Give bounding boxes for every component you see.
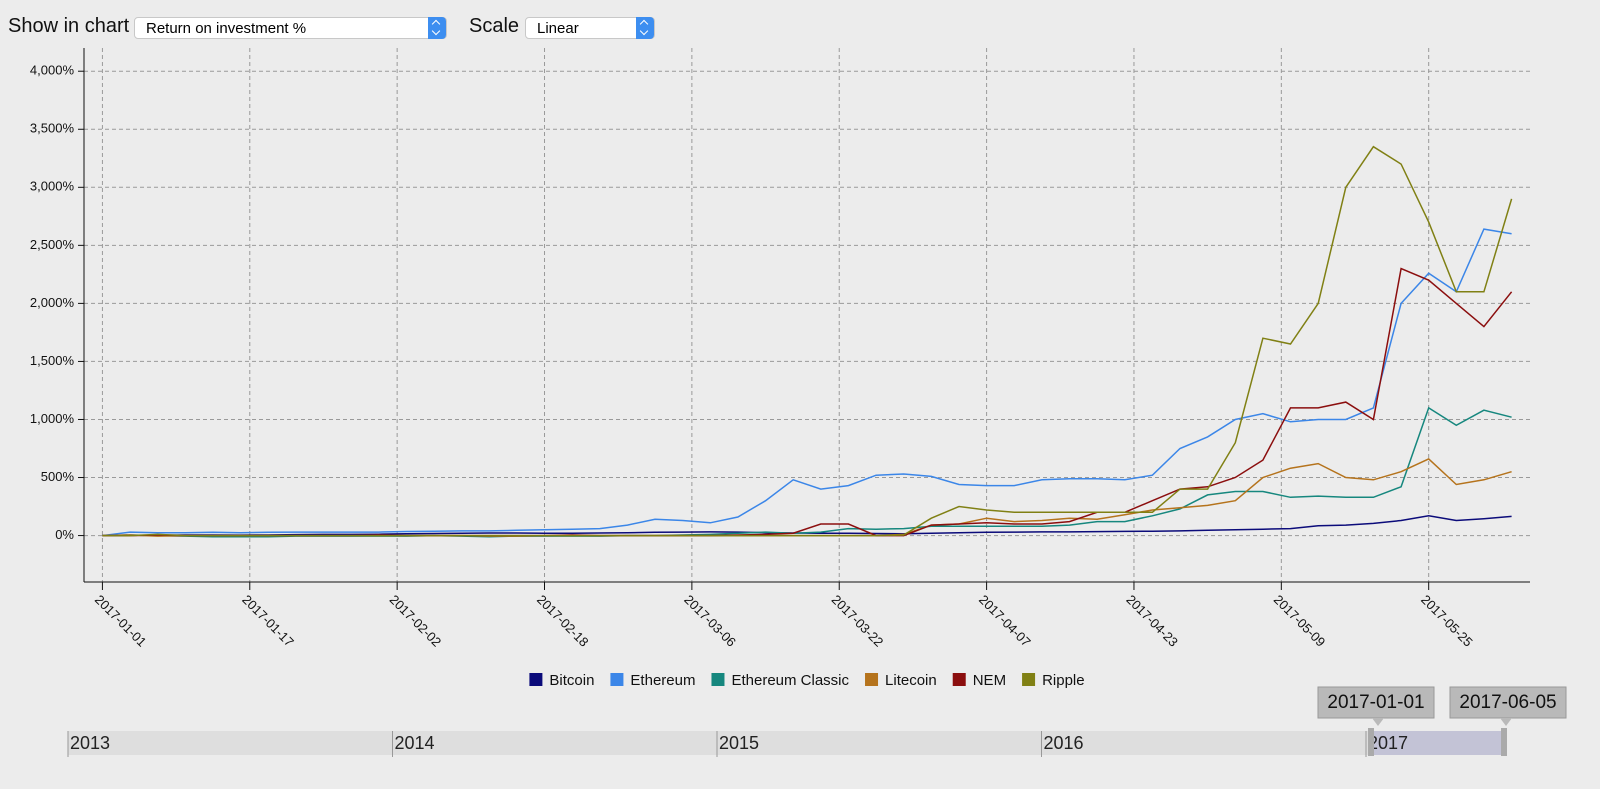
range-handle[interactable] [1368, 728, 1374, 756]
y-tick-label: 3,500% [30, 121, 75, 136]
x-tick-label: 2017-04-07 [976, 592, 1034, 650]
legend-label: Ethereum [630, 672, 695, 689]
range-date: 2017-06-05 [1459, 692, 1556, 713]
series-line [102, 267, 1513, 537]
range-date: 2017-01-01 [1327, 692, 1424, 713]
legend: Bitcoin Ethereum Ethereum Classic Litecoin N… [529, 672, 1085, 689]
series-line [102, 145, 1513, 537]
year-label: 2016 [1044, 733, 1084, 753]
legend-label: Bitcoin [549, 672, 594, 689]
range-selection[interactable] [1370, 731, 1505, 755]
y-tick-label: 4,000% [30, 63, 75, 78]
metric-value: Return on investment % [146, 20, 307, 37]
scale-value: Linear [537, 20, 579, 37]
y-tick-label: 0% [55, 527, 74, 542]
legend-swatch [529, 673, 543, 686]
y-tick-label: 3,000% [30, 179, 75, 194]
range-tooltip [1317, 686, 1435, 719]
y-tick-label: 1,500% [30, 353, 75, 368]
x-tick-label: 2017-02-02 [387, 592, 445, 650]
legend-swatch [952, 673, 966, 686]
legend-label: Ripple [1042, 672, 1085, 689]
legend-swatch [1022, 673, 1036, 686]
range-track [68, 731, 1505, 755]
legend-label: Litecoin [885, 672, 937, 689]
series-line [102, 228, 1512, 537]
year-label: 2015 [719, 733, 759, 753]
series-line [102, 406, 1512, 538]
select-arrow [636, 17, 654, 39]
legend-swatch [610, 673, 624, 686]
legend-swatch [865, 673, 879, 686]
y-tick-label: 1,000% [30, 411, 75, 426]
year-label: 2017 [1368, 733, 1408, 753]
y-tick-label: 2,500% [30, 237, 75, 252]
tooltip-pointer [1372, 718, 1384, 726]
y-tick-label: 2,000% [30, 295, 75, 310]
x-tick-label: 2017-01-01 [92, 592, 150, 650]
metric-select[interactable]: Return on investment % [134, 17, 447, 39]
y-tick-label: 500% [41, 469, 75, 484]
scale-label: Scale [469, 15, 520, 37]
scale-select[interactable]: Linear [525, 17, 655, 39]
year-label: 2014 [395, 733, 435, 753]
x-tick-label: 2017-02-18 [534, 592, 592, 650]
select-arrow [428, 17, 446, 39]
x-tick-label: 2017-01-17 [239, 592, 297, 650]
range-handle[interactable] [1501, 728, 1507, 756]
x-tick-label: 2017-05-09 [1271, 592, 1329, 650]
legend-swatch [711, 673, 725, 686]
year-label: 2013 [70, 733, 110, 753]
show-label: Show in chart [8, 15, 130, 37]
legend-label: Ethereum Classic [731, 672, 849, 689]
x-tick-label: 2017-05-25 [1418, 592, 1476, 650]
x-tick-label: 2017-04-23 [1123, 592, 1181, 650]
legend-label: NEM [973, 672, 1006, 689]
tooltip-pointer [1500, 718, 1512, 726]
x-tick-label: 2017-03-06 [681, 592, 739, 650]
x-tick-label: 2017-03-22 [829, 592, 887, 650]
